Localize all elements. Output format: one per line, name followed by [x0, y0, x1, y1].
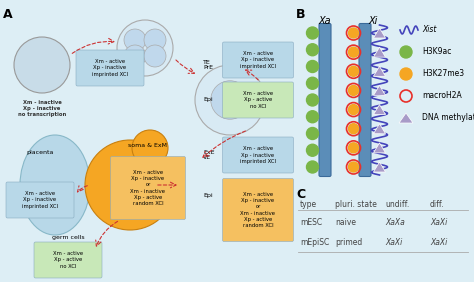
- Polygon shape: [374, 66, 385, 76]
- Polygon shape: [374, 162, 385, 172]
- Text: TE
PrE: TE PrE: [203, 60, 213, 70]
- FancyBboxPatch shape: [319, 23, 331, 177]
- Text: XaXa: XaXa: [385, 218, 405, 227]
- Text: Xm - active
Xp - inactive
or
Xm - inactive
Xp - active
random XCI: Xm - active Xp - inactive or Xm - inacti…: [130, 170, 165, 206]
- Ellipse shape: [20, 135, 90, 235]
- Text: Xi: Xi: [368, 16, 378, 26]
- Text: soma & ExM: soma & ExM: [128, 143, 167, 148]
- Text: pluri. state: pluri. state: [335, 200, 377, 209]
- Text: Xist: Xist: [422, 25, 437, 34]
- FancyBboxPatch shape: [359, 23, 371, 177]
- Text: H3K9ac: H3K9ac: [422, 47, 451, 56]
- Circle shape: [348, 66, 358, 76]
- Polygon shape: [374, 105, 385, 114]
- Polygon shape: [374, 28, 385, 38]
- Text: Xm - active
Xp - inactive
imprinted XCI: Xm - active Xp - inactive imprinted XCI: [22, 191, 58, 209]
- Circle shape: [85, 140, 175, 230]
- Text: Xm - active
Xp - inactive
imprinted XCI: Xm - active Xp - inactive imprinted XCI: [240, 146, 276, 164]
- Text: mESC: mESC: [300, 218, 322, 227]
- Polygon shape: [374, 85, 385, 95]
- Text: H3K27me3: H3K27me3: [422, 69, 464, 78]
- Text: Epi: Epi: [203, 193, 213, 197]
- Circle shape: [117, 20, 173, 76]
- Circle shape: [307, 94, 319, 106]
- Circle shape: [307, 61, 319, 72]
- Text: DNA methylation: DNA methylation: [422, 113, 474, 122]
- Circle shape: [232, 95, 252, 115]
- Circle shape: [400, 68, 412, 80]
- Text: XaXi: XaXi: [385, 238, 402, 247]
- Polygon shape: [374, 124, 385, 134]
- Circle shape: [132, 130, 168, 166]
- Circle shape: [307, 44, 319, 56]
- FancyBboxPatch shape: [222, 42, 293, 78]
- Text: diff.: diff.: [430, 200, 445, 209]
- Circle shape: [348, 124, 358, 134]
- Circle shape: [211, 81, 249, 119]
- Text: Xm - active
Xp - active
no XCI: Xm - active Xp - active no XCI: [53, 251, 83, 269]
- Text: undiff.: undiff.: [385, 200, 409, 209]
- Circle shape: [348, 105, 358, 114]
- Text: mEpiSC: mEpiSC: [300, 238, 329, 247]
- FancyBboxPatch shape: [6, 182, 74, 218]
- Circle shape: [307, 161, 319, 173]
- Polygon shape: [399, 113, 413, 123]
- Circle shape: [348, 28, 358, 38]
- Circle shape: [195, 65, 265, 135]
- Text: macroH2A: macroH2A: [422, 91, 462, 100]
- Text: ExE
VE: ExE VE: [203, 149, 215, 160]
- Text: Xm - active
Xp - active
no XCI: Xm - active Xp - active no XCI: [243, 91, 273, 109]
- Text: C: C: [296, 188, 305, 201]
- Circle shape: [307, 27, 319, 39]
- Circle shape: [348, 143, 358, 153]
- Text: Epi: Epi: [203, 98, 213, 102]
- Circle shape: [348, 162, 358, 172]
- Circle shape: [348, 47, 358, 57]
- Text: primed: primed: [335, 238, 362, 247]
- Text: Xm - active
Xp - inactive
or
Xm - inactive
Xp - active
random XCI: Xm - active Xp - inactive or Xm - inacti…: [240, 192, 275, 228]
- Text: placenta: placenta: [27, 150, 54, 155]
- Circle shape: [124, 29, 146, 51]
- FancyBboxPatch shape: [76, 50, 144, 86]
- Circle shape: [307, 111, 319, 123]
- Circle shape: [144, 45, 166, 67]
- Circle shape: [307, 127, 319, 140]
- Text: A: A: [3, 8, 13, 21]
- Text: naive: naive: [335, 218, 356, 227]
- Text: Xm - active
Xp - inactive
imprinted XCI: Xm - active Xp - inactive imprinted XCI: [240, 51, 276, 69]
- Circle shape: [124, 45, 146, 67]
- FancyBboxPatch shape: [222, 137, 293, 173]
- Circle shape: [144, 29, 166, 51]
- Polygon shape: [374, 143, 385, 153]
- Text: type: type: [300, 200, 317, 209]
- Circle shape: [307, 77, 319, 89]
- Text: Xm - active
Xp - inactive
imprinted XCI: Xm - active Xp - inactive imprinted XCI: [92, 59, 128, 77]
- Text: XaXi: XaXi: [430, 218, 447, 227]
- Text: Xm - inactive
Xp - inactive
no transcription: Xm - inactive Xp - inactive no transcrip…: [18, 100, 66, 116]
- Circle shape: [348, 85, 358, 95]
- Circle shape: [307, 144, 319, 156]
- FancyBboxPatch shape: [222, 82, 293, 118]
- Text: B: B: [296, 8, 306, 21]
- FancyBboxPatch shape: [110, 157, 185, 219]
- Text: germ cells: germ cells: [52, 235, 84, 240]
- FancyBboxPatch shape: [34, 242, 102, 278]
- Circle shape: [14, 37, 70, 93]
- Text: XaXi: XaXi: [430, 238, 447, 247]
- Text: Xa: Xa: [319, 16, 331, 26]
- Polygon shape: [374, 47, 385, 57]
- Circle shape: [400, 46, 412, 58]
- FancyBboxPatch shape: [222, 179, 293, 241]
